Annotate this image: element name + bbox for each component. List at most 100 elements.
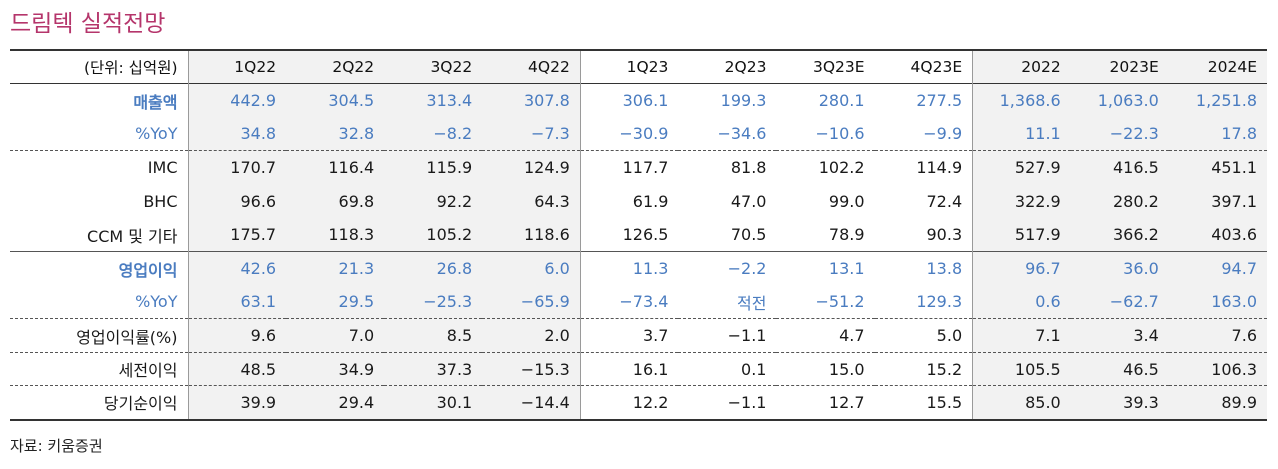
table-cell: 1,063.0 xyxy=(1070,83,1169,118)
table-cell: 26.8 xyxy=(384,251,483,286)
table-cell: 280.1 xyxy=(818,91,865,111)
table-cell: 92.2 xyxy=(384,184,483,218)
table-cell: 106.3 xyxy=(1168,351,1267,386)
table-cell: 1,368.6 xyxy=(972,83,1071,118)
column-header: 1Q23 xyxy=(626,58,669,77)
table-cell: −7.3 xyxy=(482,117,581,151)
row-label: 매출액 xyxy=(10,83,189,118)
table-cell: 199.3 xyxy=(720,91,767,111)
table-cell: −30.9 xyxy=(619,124,669,144)
table-cell: 42.6 xyxy=(188,251,287,286)
table-cell: 13.8 xyxy=(874,251,974,286)
table-row: 영업이익 42.6 21.3 26.8 6.0 11.3 −2.2 13.1 13.8 96.7… xyxy=(10,251,1267,286)
table-cell: 163.0 xyxy=(1168,285,1267,319)
table-cell: −15.3 xyxy=(482,351,581,386)
table-cell: 70.5 xyxy=(730,225,767,245)
table-cell: 416.5 xyxy=(1070,150,1169,185)
row-label: IMC xyxy=(10,150,189,185)
table-cell: 15.0 xyxy=(776,351,875,386)
row-label: 당기순이익 xyxy=(10,385,189,421)
table-cell: −22.3 xyxy=(1070,117,1169,151)
source-note: 자료: 키움증권 xyxy=(10,437,103,455)
table-cell: 0.1 xyxy=(678,351,777,386)
table-cell: 21.3 xyxy=(286,251,385,286)
table-cell: 280.2 xyxy=(1070,184,1169,218)
table-cell: −10.6 xyxy=(815,124,865,144)
table-cell: 96.6 xyxy=(188,184,287,218)
table-cell: 32.8 xyxy=(286,117,385,151)
table-cell: −62.7 xyxy=(1070,285,1169,319)
earnings-forecast-table: (단위: 십억원) 1Q22 2Q22 3Q22 4Q22 1Q23 2Q23 … xyxy=(10,49,1267,421)
table-cell: 7.0 xyxy=(286,318,385,353)
row-label: %YoY xyxy=(10,117,189,151)
table-cell: 69.8 xyxy=(286,184,385,218)
table-cell: 적전 xyxy=(737,293,767,313)
table-cell: −8.2 xyxy=(384,117,483,151)
table-cell: −2.2 xyxy=(678,251,777,286)
table-cell: 2.0 xyxy=(482,318,581,353)
unit-label: (단위: 십억원) xyxy=(10,50,189,84)
table-cell: 78.9 xyxy=(828,225,865,245)
table-row: 매출액 442.9 304.5 313.4 307.8 306.1 199.3 280.1 2… xyxy=(10,83,1267,118)
table-cell: 307.8 xyxy=(482,83,581,118)
table-cell: −65.9 xyxy=(482,285,581,319)
table-cell: 114.9 xyxy=(874,150,974,185)
table-cell: −51.2 xyxy=(815,292,865,312)
table-cell: 118.3 xyxy=(286,217,385,252)
table-cell: 64.3 xyxy=(482,184,581,218)
column-header: 2023E xyxy=(1070,50,1169,84)
table-cell: 5.0 xyxy=(874,318,974,353)
column-header: 4Q22 xyxy=(482,50,581,84)
table-cell: 81.8 xyxy=(678,150,777,185)
row-label: 영업이익 xyxy=(10,251,189,286)
table-cell: 29.4 xyxy=(286,385,385,421)
column-header: 4Q23E xyxy=(874,50,974,84)
table-cell: −1.1 xyxy=(678,385,777,421)
table-cell: 313.4 xyxy=(384,83,483,118)
table-cell: 322.9 xyxy=(972,184,1071,218)
table-cell: 126.5 xyxy=(622,225,669,245)
table-cell: 13.1 xyxy=(776,251,875,286)
table-row: 세전이익 48.5 34.9 37.3 −15.3 16.1 0.1 15.0 15.2 105… xyxy=(10,351,1267,386)
table-cell: 99.0 xyxy=(828,191,865,211)
table-cell: 1,251.8 xyxy=(1168,83,1267,118)
table-cell: 72.4 xyxy=(874,184,974,218)
table-cell: 61.9 xyxy=(632,191,669,211)
table-header-row: (단위: 십억원) 1Q22 2Q22 3Q22 4Q22 1Q23 2Q23 … xyxy=(10,50,1267,84)
table-cell: 0.6 xyxy=(972,285,1071,319)
table-cell: 175.7 xyxy=(188,217,287,252)
table-cell: 277.5 xyxy=(874,83,974,118)
table-cell: 39.9 xyxy=(188,385,287,421)
column-header: 1Q22 xyxy=(188,50,287,84)
table-cell: 36.0 xyxy=(1070,251,1169,286)
table-row: CCM 및 기타 175.7 118.3 105.2 118.6 126.5 70.5 78… xyxy=(10,217,1267,252)
table-cell: 7.6 xyxy=(1168,318,1267,353)
table-row: %YoY 63.1 29.5 −25.3 −65.9 −73.4 적전 −51.2 129.3… xyxy=(10,285,1267,319)
table-cell: 12.2 xyxy=(580,385,679,421)
table-cell: 9.6 xyxy=(188,318,287,353)
table-cell: 403.6 xyxy=(1168,217,1267,252)
table-cell: 7.1 xyxy=(972,318,1071,353)
column-header: 2Q23 xyxy=(724,58,767,77)
table-cell: 366.2 xyxy=(1070,217,1169,252)
table-cell: 3.7 xyxy=(580,318,679,353)
column-header: 2Q22 xyxy=(286,50,385,84)
table-cell: 116.4 xyxy=(286,150,385,185)
table-row: 당기순이익 39.9 29.4 30.1 −14.4 12.2 −1.1 12.7 15.5 8… xyxy=(10,385,1267,421)
table-cell: −9.9 xyxy=(874,117,974,151)
table-cell: 451.1 xyxy=(1168,150,1267,185)
table-cell: 6.0 xyxy=(482,251,581,286)
table-cell: 29.5 xyxy=(286,285,385,319)
table-cell: 8.5 xyxy=(384,318,483,353)
table-cell: −73.4 xyxy=(619,292,669,312)
table-cell: 46.5 xyxy=(1070,351,1169,386)
table-cell: 306.1 xyxy=(622,91,669,111)
table-cell: 117.7 xyxy=(580,150,679,185)
table-cell: 3.4 xyxy=(1070,318,1169,353)
table-cell: 34.9 xyxy=(286,351,385,386)
table-cell: 102.2 xyxy=(776,150,875,185)
table-cell: −34.6 xyxy=(717,124,767,144)
table-cell: 170.7 xyxy=(188,150,287,185)
row-label: CCM 및 기타 xyxy=(10,217,189,252)
table-cell: 11.3 xyxy=(580,251,679,286)
